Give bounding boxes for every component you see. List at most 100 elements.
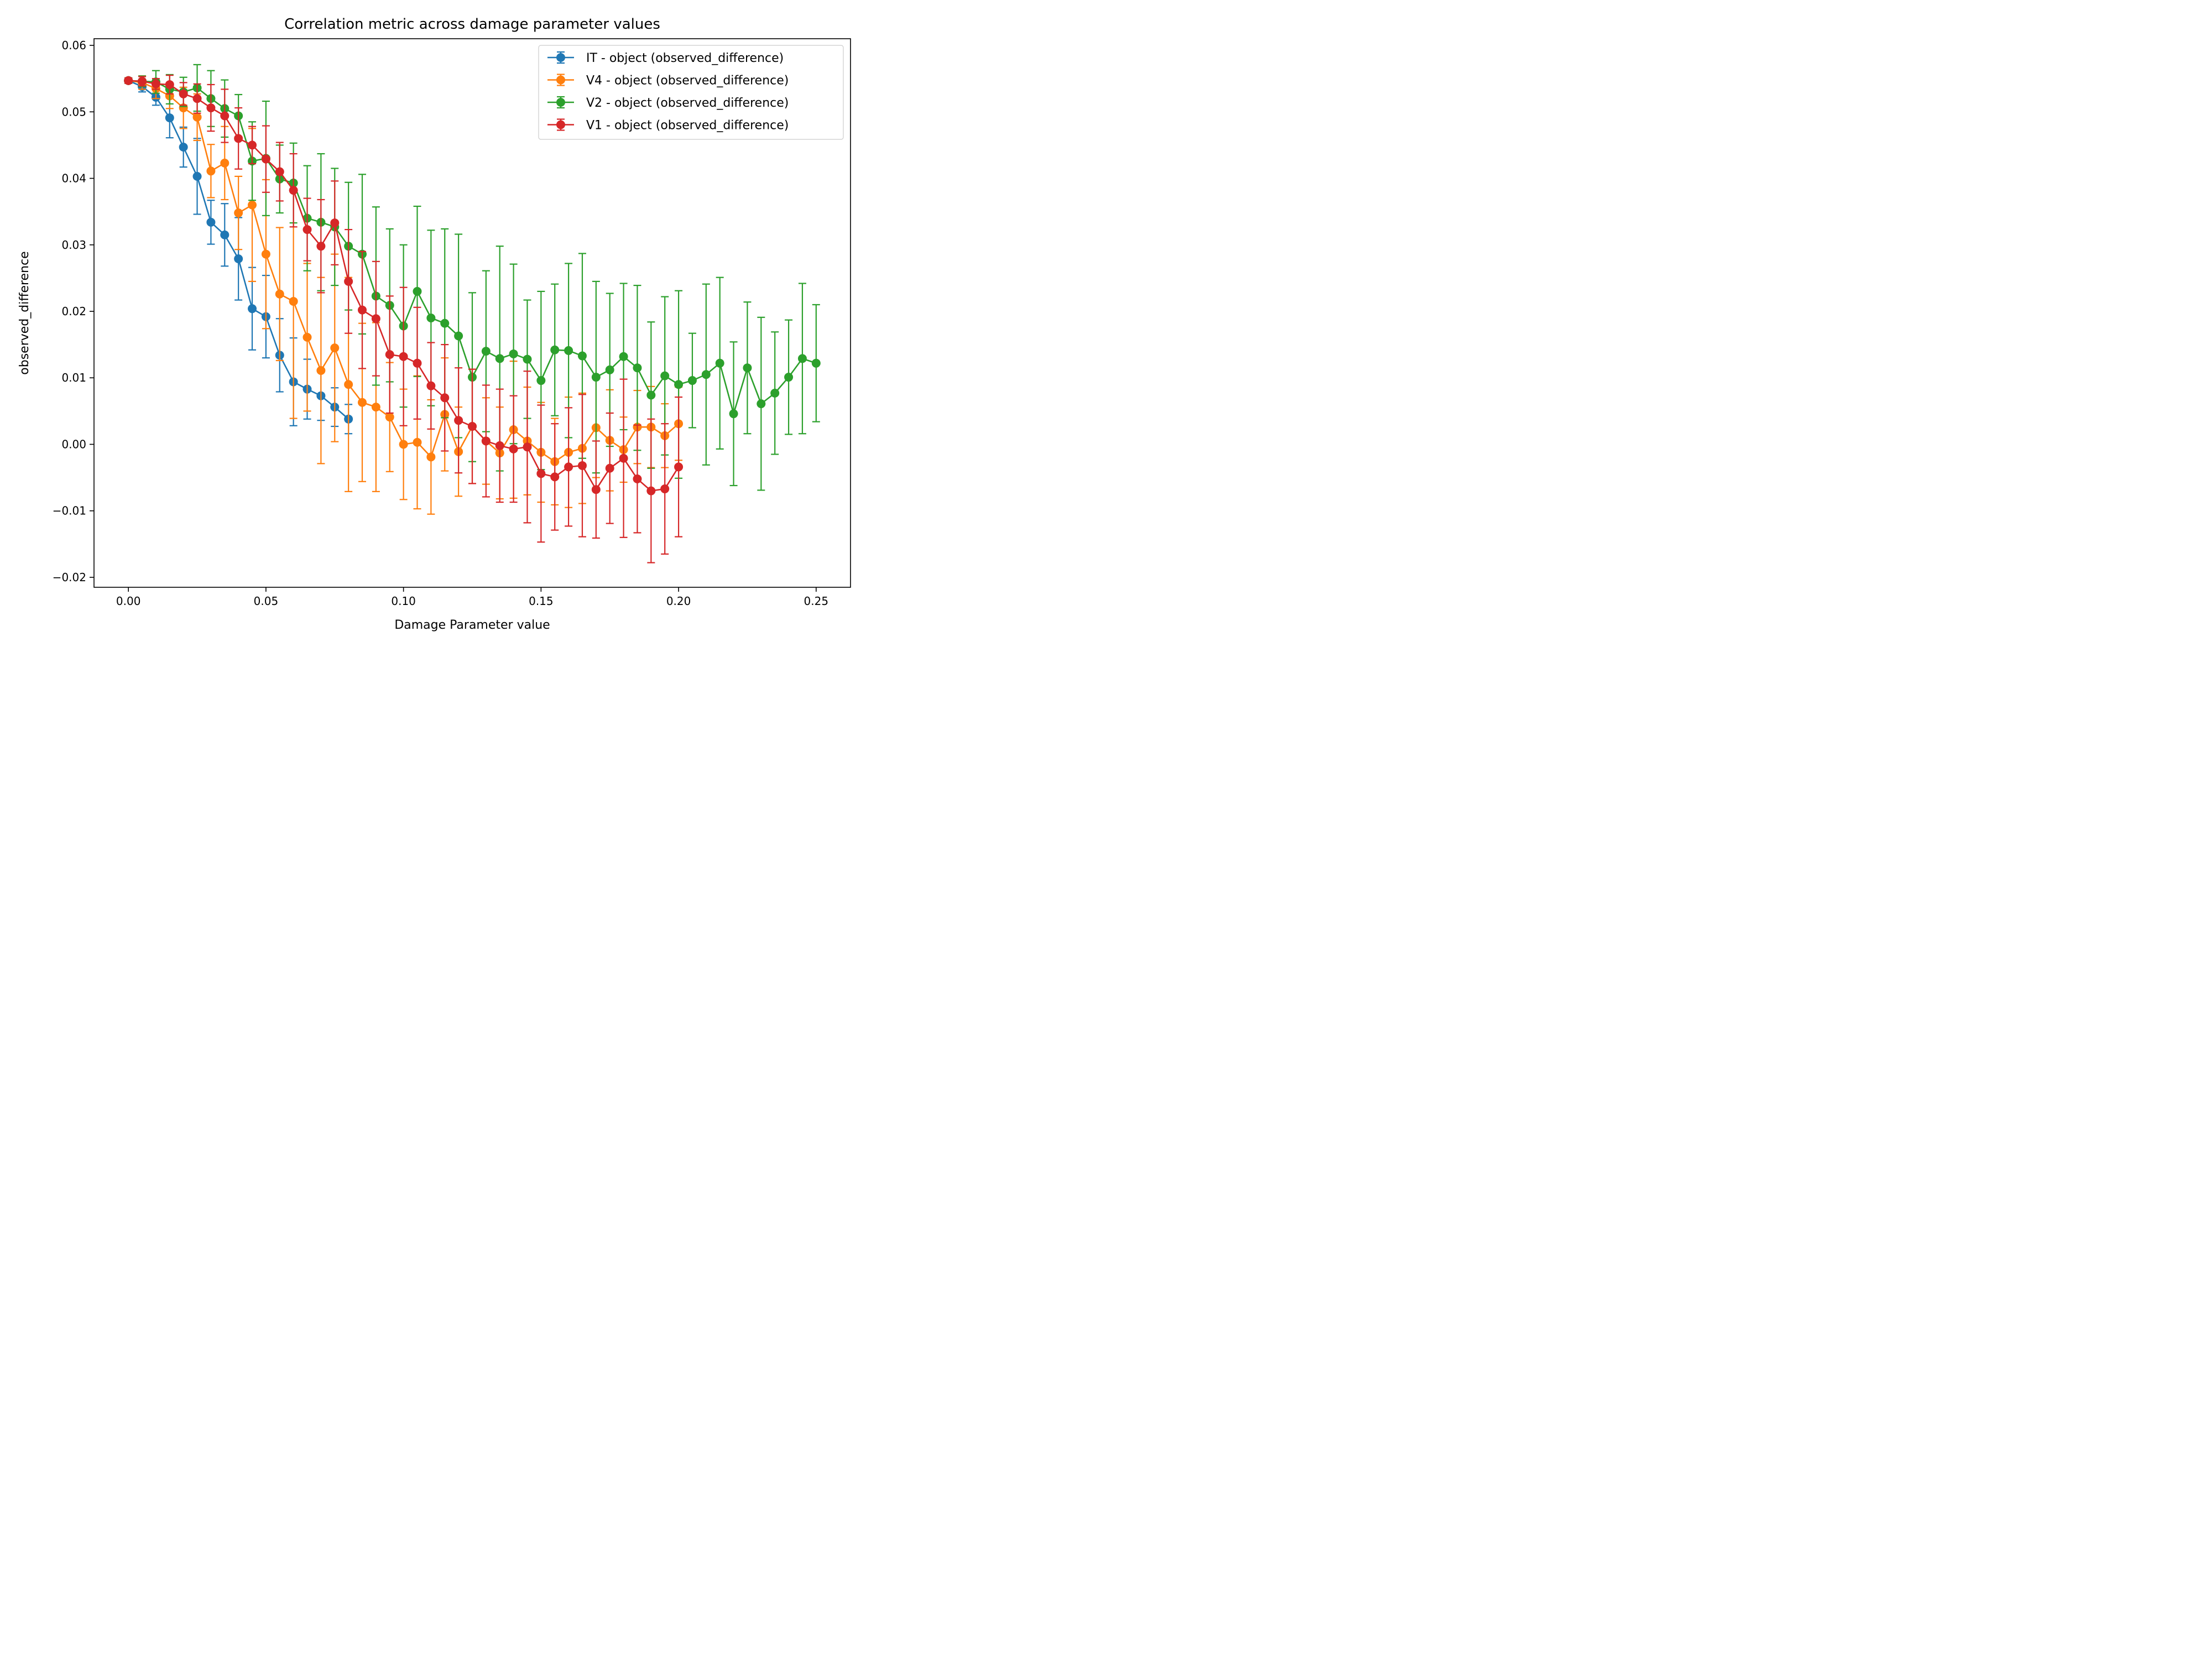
data-point xyxy=(399,440,408,449)
data-point xyxy=(426,314,436,323)
data-point xyxy=(743,363,752,373)
data-point xyxy=(371,403,380,412)
data-point xyxy=(316,366,326,375)
data-point xyxy=(550,472,560,482)
data-point xyxy=(468,422,477,431)
data-point xyxy=(426,452,436,462)
y-tick-label: −0.02 xyxy=(53,571,86,584)
data-point xyxy=(206,217,216,227)
data-point xyxy=(165,113,174,123)
legend-label: V1 - object (observed_difference) xyxy=(586,119,789,133)
series-layer xyxy=(124,64,821,564)
data-point xyxy=(577,351,587,361)
legend-entry-3: V1 - object (observed_difference) xyxy=(547,118,789,133)
data-point xyxy=(330,218,340,228)
plot-frame xyxy=(93,38,851,588)
data-point xyxy=(192,171,202,181)
data-point xyxy=(344,380,353,389)
legend: IT - object (observed_difference) V4 - ob… xyxy=(538,45,844,140)
data-point xyxy=(605,463,614,473)
data-point xyxy=(206,166,216,176)
data-point xyxy=(646,390,656,400)
data-point xyxy=(660,371,670,380)
series-3 xyxy=(124,75,684,564)
data-point xyxy=(440,319,450,328)
data-point xyxy=(413,437,422,447)
data-point xyxy=(715,358,724,368)
x-tick-label: 0.20 xyxy=(666,594,691,608)
data-point xyxy=(536,376,546,385)
legend-marker xyxy=(556,120,565,129)
chart-title: Correlation metric across damage paramet… xyxy=(284,16,660,33)
data-point xyxy=(413,286,422,296)
data-point xyxy=(220,158,229,168)
legend-marker xyxy=(556,98,565,107)
y-tick-label: 0.06 xyxy=(61,39,86,52)
data-point xyxy=(371,314,380,324)
y-tick-label: 0.03 xyxy=(61,238,86,252)
legend-entry-0: IT - object (observed_difference) xyxy=(547,51,784,65)
data-point xyxy=(633,363,642,373)
x-tick-label: 0.10 xyxy=(391,594,416,608)
data-point xyxy=(536,469,546,478)
x-tick-label: 0.00 xyxy=(116,594,141,608)
data-point xyxy=(687,376,697,385)
data-point xyxy=(206,103,216,113)
y-axis-label: observed_difference xyxy=(18,251,32,374)
data-point xyxy=(138,76,147,86)
data-point xyxy=(275,289,284,299)
data-point xyxy=(358,305,367,315)
data-point xyxy=(220,111,229,121)
data-point xyxy=(220,230,229,239)
data-point xyxy=(454,331,463,341)
legend-label: V4 - object (observed_difference) xyxy=(586,74,789,88)
legend-entry-2: V2 - object (observed_difference) xyxy=(547,96,789,110)
data-point xyxy=(179,89,188,98)
y-tick-label: 0.02 xyxy=(61,305,86,318)
data-point xyxy=(729,409,738,419)
y-tick-label: 0.04 xyxy=(61,172,86,185)
data-point xyxy=(385,350,394,359)
chart: 0.00 0.05 0.10 0.15 0.20 0.25 −0.02 −0.01 0.00 0.… xyxy=(0,0,863,647)
ticks-layer: 0.00 0.05 0.10 0.15 0.20 0.25 −0.02 −0.01 0.00 0.… xyxy=(53,39,828,608)
data-point xyxy=(674,380,684,389)
legend-label: V2 - object (observed_difference) xyxy=(586,96,789,110)
data-point xyxy=(509,444,518,453)
data-point xyxy=(797,354,807,363)
x-axis-label: Damage Parameter value xyxy=(394,618,550,632)
data-point xyxy=(302,332,312,342)
data-point xyxy=(302,225,312,234)
x-tick-label: 0.05 xyxy=(254,594,279,608)
data-point xyxy=(261,154,270,164)
data-point xyxy=(701,370,711,379)
data-point xyxy=(591,373,601,382)
data-point xyxy=(619,352,628,361)
data-point xyxy=(179,142,188,152)
data-point xyxy=(426,381,436,390)
data-point xyxy=(646,486,656,495)
data-point xyxy=(261,249,270,259)
data-point xyxy=(564,462,573,472)
data-point xyxy=(192,112,202,122)
y-tick-label: 0.05 xyxy=(61,105,86,118)
y-tick-label: 0.01 xyxy=(61,371,86,384)
data-point xyxy=(275,167,284,176)
data-point xyxy=(591,485,601,494)
data-point xyxy=(248,304,257,314)
data-point xyxy=(234,134,243,143)
data-point xyxy=(784,373,794,382)
data-point xyxy=(811,358,821,368)
data-point xyxy=(495,441,504,450)
data-point xyxy=(316,242,326,251)
data-point xyxy=(192,94,202,103)
data-point xyxy=(577,461,587,470)
data-point xyxy=(523,354,532,364)
data-point xyxy=(674,462,684,472)
data-point xyxy=(550,345,560,354)
data-point xyxy=(330,343,340,353)
data-point xyxy=(358,398,367,407)
data-point xyxy=(399,352,408,361)
data-point xyxy=(523,442,532,452)
legend-entry-1: V4 - object (observed_difference) xyxy=(547,74,789,88)
data-point xyxy=(413,358,422,368)
